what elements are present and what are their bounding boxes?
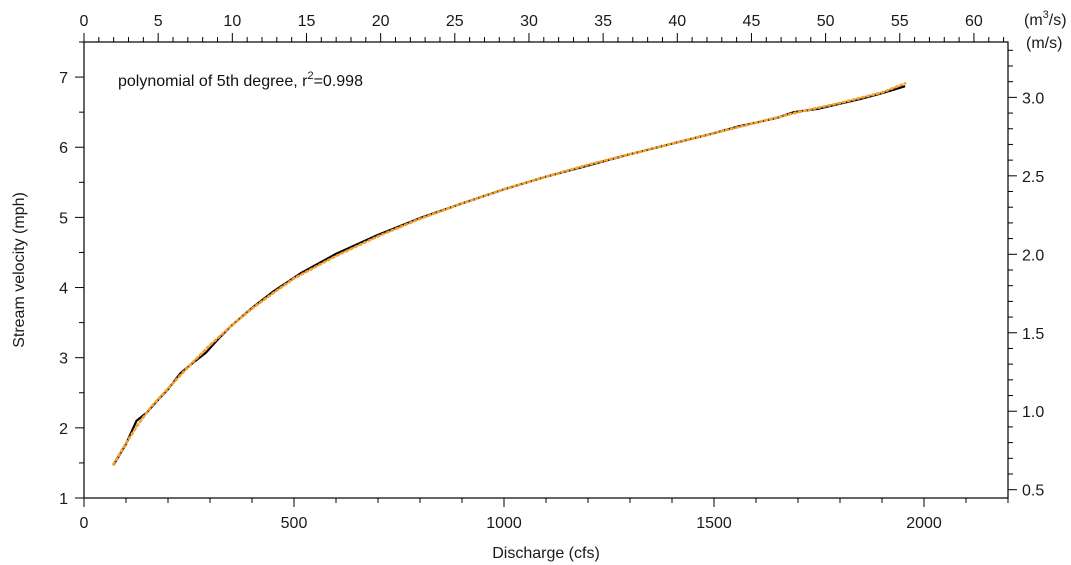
x-axis-bottom: 0 500 1000 1500 2000 <box>80 498 1009 532</box>
x-axis-top: 0 5 10 15 20 25 30 35 40 45 50 55 60 <box>80 13 1005 42</box>
y-right-tick-label: 3.0 <box>1022 90 1044 107</box>
y-axis-title: Stream velocity (mph) <box>11 192 28 348</box>
x-top-tick-label: 20 <box>372 13 390 30</box>
x-tick-label: 1500 <box>696 515 732 532</box>
x-axis-title: Discharge (cfs) <box>492 545 600 562</box>
y-tick-label: 1 <box>59 491 68 508</box>
y-tick-label: 7 <box>59 70 68 87</box>
plot-frame <box>83 41 1009 499</box>
y-tick-label: 6 <box>59 140 68 157</box>
y-tick-label: 3 <box>59 351 68 368</box>
y-right-tick-label: 1.5 <box>1022 326 1044 343</box>
x-top-tick-label: 30 <box>520 13 538 30</box>
series-line-2 <box>112 82 907 466</box>
y-right-tick-label: 1.0 <box>1022 404 1044 421</box>
x-tick-label: 2000 <box>906 515 942 532</box>
x-top-tick-label: 50 <box>817 13 835 30</box>
x-top-tick-label: 60 <box>965 13 983 30</box>
x-top-unit-label: (m3/s) <box>1024 9 1067 29</box>
y-tick-label: 4 <box>59 281 68 298</box>
y-right-tick-label: 2.5 <box>1022 169 1044 186</box>
fit-annotation: polynomial of 5th degree, r2=0.998 <box>118 70 363 90</box>
x-top-tick-label: 25 <box>446 13 464 30</box>
y-axis-right: 0.5 1.0 1.5 2.0 2.5 3.0 <box>1008 49 1044 500</box>
y-right-unit-label: (m/s) <box>1026 35 1062 52</box>
y-right-tick-label: 0.5 <box>1022 483 1044 500</box>
x-top-tick-label: 35 <box>594 13 612 30</box>
x-tick-label: 1000 <box>486 515 522 532</box>
y-axis-left: 1 2 3 4 5 6 7 <box>59 41 84 508</box>
y-tick-label: 2 <box>59 421 68 438</box>
y-tick-label: 5 <box>59 210 68 227</box>
x-top-tick-label: 15 <box>298 13 316 30</box>
series-layer <box>112 82 907 466</box>
x-tick-label: 500 <box>281 515 308 532</box>
x-top-tick-label: 55 <box>891 13 909 30</box>
x-top-tick-label: 45 <box>743 13 761 30</box>
x-top-tick-label: 0 <box>80 13 89 30</box>
x-tick-label: 0 <box>80 515 89 532</box>
x-top-tick-label: 10 <box>223 13 241 30</box>
y-right-tick-label: 2.0 <box>1022 247 1044 264</box>
series-line-1 <box>112 85 906 466</box>
x-top-tick-label: 40 <box>668 13 686 30</box>
x-top-tick-label: 5 <box>154 13 163 30</box>
